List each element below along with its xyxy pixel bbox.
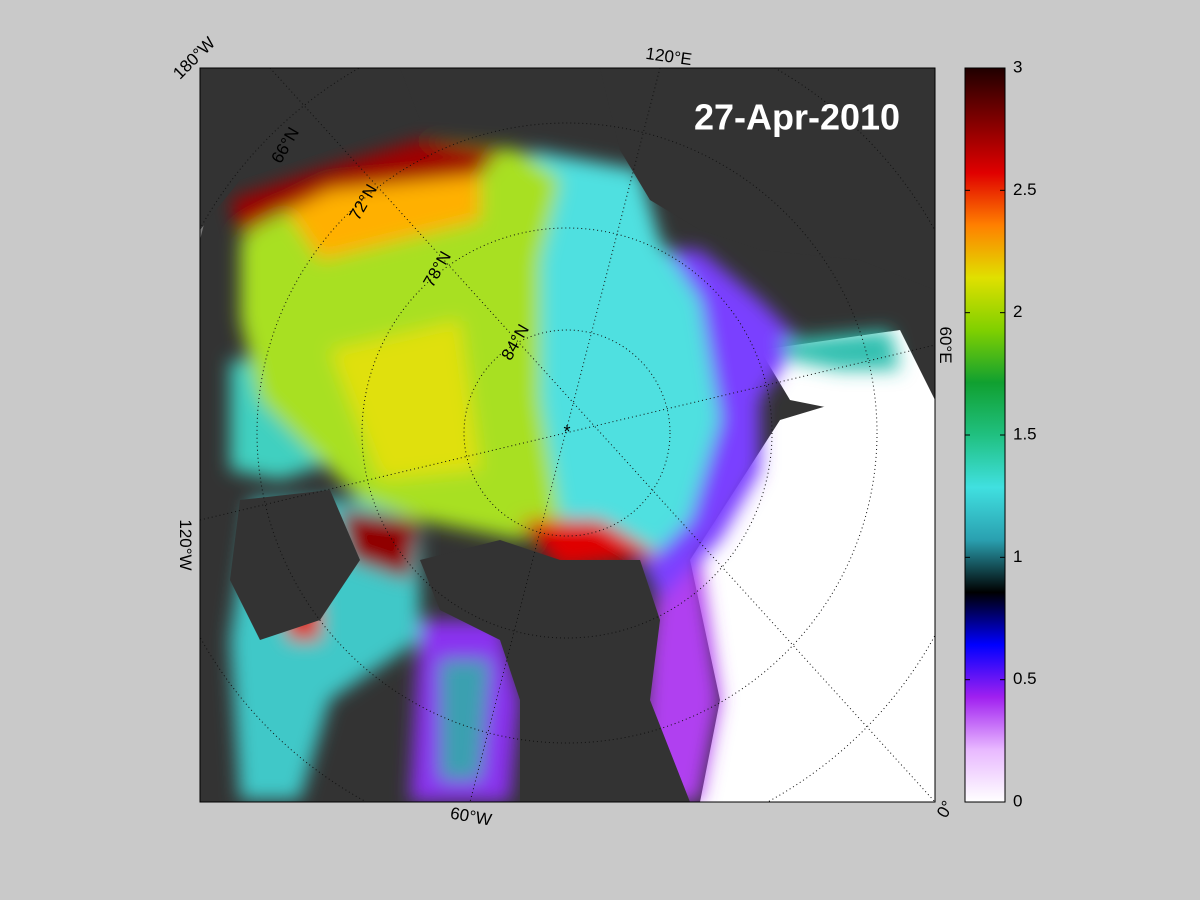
lon-label: 120°W xyxy=(176,519,195,570)
archipelago xyxy=(230,490,360,640)
tick-label: 0.5 xyxy=(1013,669,1037,688)
tick-label: 1 xyxy=(1013,547,1022,566)
ice-thickness xyxy=(230,140,900,802)
greenland xyxy=(420,540,690,802)
map-frame xyxy=(199,67,936,803)
tick-label: 2 xyxy=(1013,302,1022,321)
tick-label: 0 xyxy=(1013,791,1022,810)
tick-label: 3 xyxy=(1013,57,1022,76)
tick-label: 1.5 xyxy=(1013,424,1037,443)
map: * xyxy=(200,68,935,802)
colorbar xyxy=(964,67,1006,803)
alaska xyxy=(200,68,420,230)
lon-label: 60°E xyxy=(936,326,955,363)
lon-label: 120°E xyxy=(644,44,693,69)
colorbar-ticks: 0 0.5 1 1.5 2 2.5 3 xyxy=(965,57,1037,810)
siberia xyxy=(600,68,935,290)
pole-marker: * xyxy=(563,422,570,442)
tick-label: 2.5 xyxy=(1013,180,1037,199)
date-label: 27-Apr-2010 xyxy=(694,97,900,138)
graticule xyxy=(200,68,935,802)
lon-label: 0° xyxy=(933,797,958,821)
open-water xyxy=(690,390,935,802)
lon-label: 60°W xyxy=(449,804,493,830)
